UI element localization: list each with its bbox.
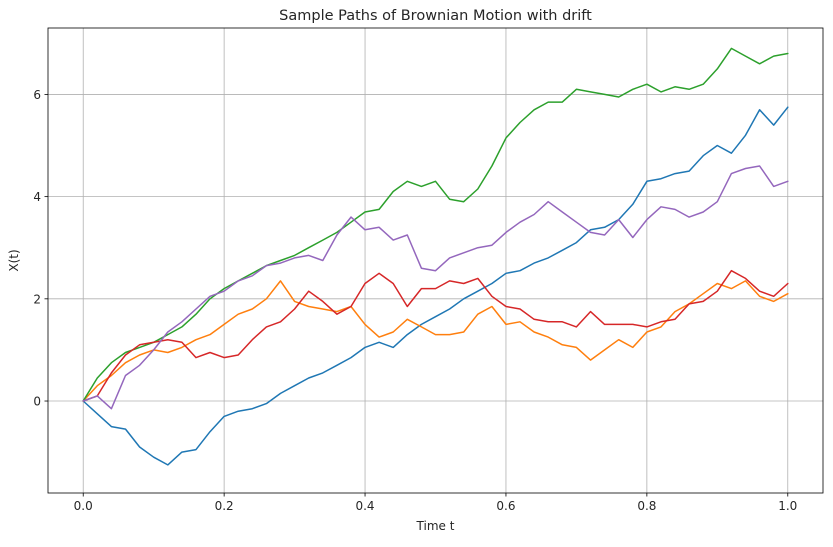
x-tick-label: 0.0 bbox=[74, 499, 93, 513]
series-line-5 bbox=[82, 165, 789, 410]
plot-frame bbox=[47, 27, 824, 494]
x-axis-title: Time t bbox=[416, 519, 455, 533]
x-axis: 0.0 0.2 0.4 0.6 0.8 1.0 bbox=[74, 493, 797, 513]
y-tick-label: 6 bbox=[33, 88, 41, 102]
series-line-2 bbox=[82, 280, 789, 402]
chart-title: Sample Paths of Brownian Motion with dri… bbox=[279, 8, 592, 24]
y-tick-label: 2 bbox=[33, 292, 41, 306]
y-tick-label: 0 bbox=[33, 395, 41, 409]
series-lines bbox=[82, 47, 789, 466]
series-line-1 bbox=[82, 106, 789, 466]
series-line-3 bbox=[82, 47, 789, 402]
grid bbox=[48, 28, 823, 493]
x-tick-label: 0.4 bbox=[355, 499, 374, 513]
x-tick-label: 0.6 bbox=[496, 499, 515, 513]
y-tick-label: 4 bbox=[33, 190, 41, 204]
x-tick-label: 0.8 bbox=[637, 499, 656, 513]
y-axis-title: X(t) bbox=[7, 249, 21, 271]
x-tick-label: 0.2 bbox=[215, 499, 234, 513]
series-line-4 bbox=[82, 269, 789, 402]
y-axis: 0 2 4 6 bbox=[33, 88, 48, 409]
x-tick-label: 1.0 bbox=[778, 499, 797, 513]
